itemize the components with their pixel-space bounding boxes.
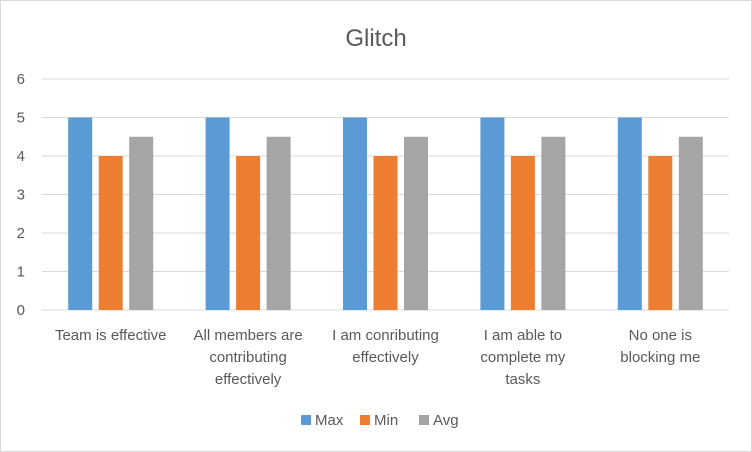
y-tick-label: 0: [17, 302, 25, 319]
bar-max: [205, 117, 230, 310]
y-tick-label: 5: [17, 110, 25, 127]
legend-swatch-max: [301, 415, 311, 425]
legend: Max Min Avg: [301, 412, 459, 429]
y-axis-ticks: 0 1 2 3 4 5 6: [17, 71, 25, 319]
category-label: No one is blocking me: [620, 327, 700, 366]
bar-avg: [678, 136, 703, 310]
y-tick-label: 6: [17, 71, 25, 88]
legend-label-min: Min: [374, 412, 398, 429]
chart-title: Glitch: [345, 25, 406, 52]
y-tick-label: 3: [17, 187, 25, 204]
bar-max: [343, 117, 367, 310]
bar-avg: [266, 136, 291, 310]
legend-label-max: Max: [315, 412, 344, 429]
bar-max: [68, 117, 93, 310]
category-labels: Team is effective All members are contribu…: [55, 327, 700, 388]
bar-min: [648, 156, 673, 310]
y-tick-label: 1: [17, 264, 25, 281]
bar-min: [98, 156, 123, 310]
category-label: Team is effective: [55, 327, 166, 344]
bar-avg: [404, 136, 428, 310]
bar-max: [617, 117, 642, 310]
category-label: All members are contributing effectively: [193, 327, 302, 388]
legend-swatch-avg: [419, 415, 429, 425]
y-tick-label: 4: [17, 148, 25, 165]
category-label: I am able to complete my tasks: [480, 327, 566, 388]
bar-avg: [541, 136, 566, 310]
y-tick-label: 2: [17, 225, 25, 242]
bar-avg: [129, 136, 154, 310]
category-label: I am conributing effectively: [332, 327, 439, 366]
bars: [68, 117, 703, 310]
legend-label-avg: Avg: [433, 412, 459, 429]
bar-max: [480, 117, 505, 310]
bar-min: [510, 156, 535, 310]
bar-min: [373, 156, 398, 310]
legend-swatch-min: [360, 415, 370, 425]
bar-min: [236, 156, 261, 310]
